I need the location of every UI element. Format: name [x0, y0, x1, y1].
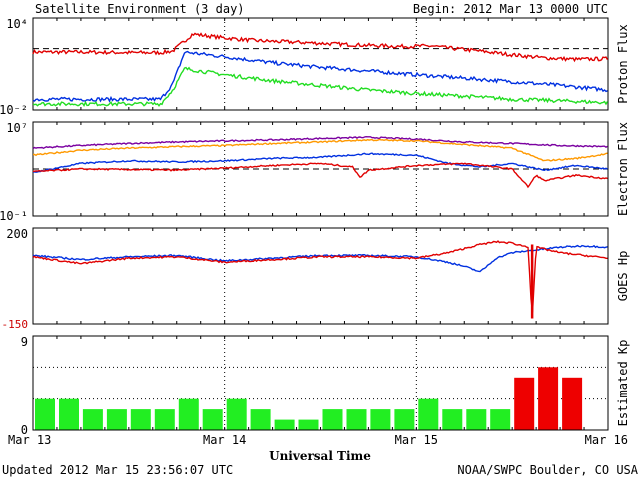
kp-bar [538, 367, 559, 430]
kp-bar [562, 377, 583, 430]
y-axis-label: GOES Hp [616, 251, 630, 302]
kp-bar [370, 409, 391, 430]
series-line [32, 162, 608, 189]
x-tick-label: Mar 13 [8, 433, 51, 447]
x-tick-label: Mar 15 [395, 433, 438, 447]
kp-bar [514, 377, 535, 430]
updated-timestamp: Updated 2012 Mar 15 23:56:07 UTC [2, 463, 233, 477]
panel-frame [32, 335, 609, 431]
y-axis-label: Proton Flux [616, 24, 630, 103]
begin-date: Begin: 2012 Mar 13 0000 UTC [413, 2, 608, 16]
series-line [32, 152, 608, 173]
panel-frame-overlay [32, 335, 609, 431]
series-line [32, 135, 608, 150]
kp-bar [106, 409, 127, 430]
series-line [32, 50, 608, 103]
kp-bar [226, 398, 247, 430]
y-tick-label: 10⁻² [0, 103, 28, 117]
kp-bar [35, 398, 55, 430]
kp-bar [298, 419, 319, 430]
series-line [32, 66, 609, 108]
series-line [32, 240, 608, 313]
kp-bar [154, 409, 175, 430]
kp-bar [202, 409, 223, 430]
y-tick-label: 0 [21, 423, 28, 437]
kp-bar [59, 398, 79, 430]
x-tick-label: Mar 14 [203, 433, 246, 447]
series-line [33, 138, 608, 162]
kp-bar [442, 409, 463, 430]
kp-bar [322, 409, 343, 430]
y-tick-label: -150 [2, 318, 29, 331]
x-axis-title: Universal Time [269, 449, 371, 463]
y-axis-label: Estimated Kp [616, 340, 630, 427]
y-axis-label: Electron Flux [616, 122, 630, 216]
kp-bar [82, 409, 103, 430]
credit-text: NOAA/SWPC Boulder, CO USA [457, 463, 638, 477]
kp-bar [490, 409, 511, 430]
kp-bar [130, 409, 151, 430]
x-tick-label: Mar 16 [585, 433, 628, 447]
y-tick-label: 10⁷ [6, 121, 28, 135]
chart-title: Satellite Environment (3 day) [35, 2, 245, 16]
kp-bar [466, 409, 487, 430]
kp-bar [418, 398, 439, 430]
kp-bar [394, 409, 415, 430]
kp-bar [274, 419, 295, 430]
kp-bar [250, 409, 271, 430]
y-tick-label: 9 [21, 335, 28, 349]
panel-frame [32, 227, 609, 325]
y-tick-label: 200 [6, 227, 28, 241]
series-line [32, 32, 609, 63]
kp-bar [346, 409, 367, 430]
panel-frame [32, 17, 609, 111]
y-tick-label: 10⁻¹ [0, 209, 28, 223]
kp-bar [178, 398, 199, 430]
y-tick-label: 10⁴ [6, 17, 28, 31]
